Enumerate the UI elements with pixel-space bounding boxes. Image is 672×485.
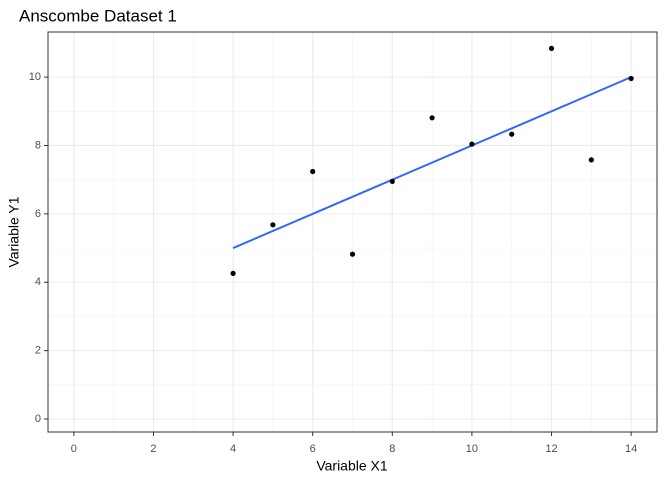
y-tick-label: 4 bbox=[35, 276, 41, 288]
point bbox=[270, 222, 276, 228]
point bbox=[469, 141, 475, 147]
y-tick-label: 0 bbox=[35, 413, 41, 425]
x-tick-label: 10 bbox=[466, 443, 478, 455]
point bbox=[588, 157, 594, 163]
point bbox=[429, 115, 435, 121]
y-axis-label: Variable Y1 bbox=[6, 196, 22, 267]
x-tick-label: 6 bbox=[310, 443, 316, 455]
point bbox=[509, 131, 515, 137]
x-tick-label: 12 bbox=[545, 443, 557, 455]
x-tick-label: 14 bbox=[625, 443, 637, 455]
panel-border bbox=[47, 31, 658, 433]
point bbox=[548, 45, 555, 52]
x-axis-label: Variable X1 bbox=[316, 458, 388, 474]
fit-line bbox=[232, 76, 632, 249]
y-tick-label: 8 bbox=[35, 139, 41, 151]
point bbox=[310, 168, 316, 175]
x-tick-label: 8 bbox=[389, 443, 395, 455]
x-tick-label: 0 bbox=[71, 443, 77, 455]
x-tick-label: 2 bbox=[150, 443, 156, 455]
y-tick-label: 2 bbox=[35, 345, 41, 357]
x-tick-label: 4 bbox=[230, 443, 236, 455]
point bbox=[349, 251, 356, 257]
point bbox=[389, 178, 395, 185]
y-tick-label: 10 bbox=[29, 71, 41, 83]
y-tick-label: 6 bbox=[35, 208, 41, 220]
point bbox=[230, 270, 236, 276]
point bbox=[628, 75, 634, 82]
chart-title: Anscombe Dataset 1 bbox=[19, 6, 177, 25]
